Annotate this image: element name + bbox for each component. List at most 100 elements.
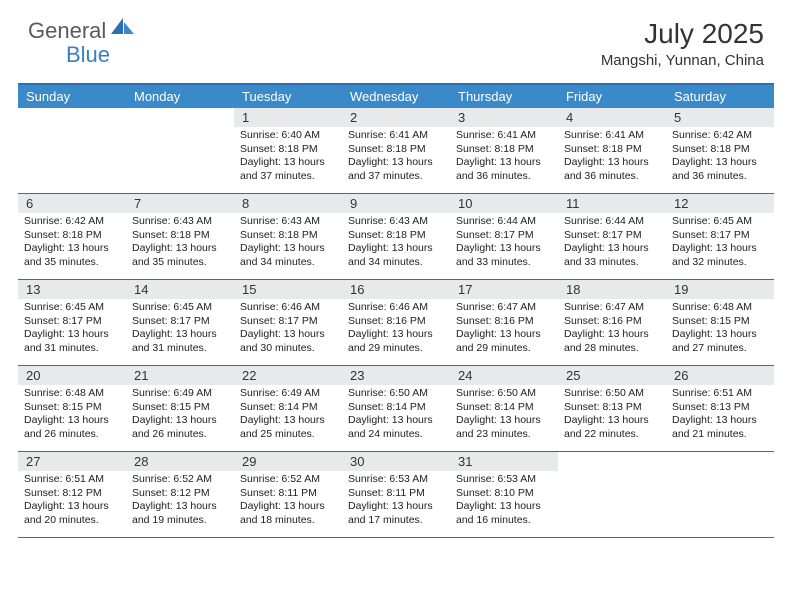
daylight-text: Daylight: 13 hours and 33 minutes. <box>456 242 552 269</box>
day-number: 28 <box>126 452 234 471</box>
daylight-text: Daylight: 13 hours and 34 minutes. <box>348 242 444 269</box>
day-number: 9 <box>342 194 450 213</box>
sunrise-text: Sunrise: 6:50 AM <box>456 387 552 401</box>
daylight-text: Daylight: 13 hours and 37 minutes. <box>348 156 444 183</box>
day-content <box>18 127 126 193</box>
daylight-text: Daylight: 13 hours and 22 minutes. <box>564 414 660 441</box>
daylight-text: Daylight: 13 hours and 24 minutes. <box>348 414 444 441</box>
sunrise-text: Sunrise: 6:50 AM <box>564 387 660 401</box>
sunrise-text: Sunrise: 6:43 AM <box>240 215 336 229</box>
daylight-text: Daylight: 13 hours and 36 minutes. <box>456 156 552 183</box>
sunrise-text: Sunrise: 6:45 AM <box>24 301 120 315</box>
sunrise-text: Sunrise: 6:48 AM <box>672 301 768 315</box>
daylight-text: Daylight: 13 hours and 33 minutes. <box>564 242 660 269</box>
day-content: Sunrise: 6:46 AMSunset: 8:16 PMDaylight:… <box>342 299 450 365</box>
sunrise-text: Sunrise: 6:50 AM <box>348 387 444 401</box>
day-content: Sunrise: 6:43 AMSunset: 8:18 PMDaylight:… <box>342 213 450 279</box>
daylight-text: Daylight: 13 hours and 26 minutes. <box>132 414 228 441</box>
week-row: 13141516171819Sunrise: 6:45 AMSunset: 8:… <box>18 280 774 366</box>
day-content <box>666 471 774 537</box>
day-content: Sunrise: 6:52 AMSunset: 8:11 PMDaylight:… <box>234 471 342 537</box>
day-number: 22 <box>234 366 342 385</box>
daylight-text: Daylight: 13 hours and 18 minutes. <box>240 500 336 527</box>
sunrise-text: Sunrise: 6:53 AM <box>348 473 444 487</box>
day-content: Sunrise: 6:46 AMSunset: 8:17 PMDaylight:… <box>234 299 342 365</box>
day-number: 6 <box>18 194 126 213</box>
sunset-text: Sunset: 8:12 PM <box>132 487 228 501</box>
day-content: Sunrise: 6:40 AMSunset: 8:18 PMDaylight:… <box>234 127 342 193</box>
logo: General Blue <box>28 18 138 44</box>
day-number <box>558 452 666 471</box>
daylight-text: Daylight: 13 hours and 28 minutes. <box>564 328 660 355</box>
day-number: 3 <box>450 108 558 127</box>
daylight-text: Daylight: 13 hours and 35 minutes. <box>24 242 120 269</box>
sunset-text: Sunset: 8:18 PM <box>348 229 444 243</box>
day-number: 30 <box>342 452 450 471</box>
sunset-text: Sunset: 8:17 PM <box>24 315 120 329</box>
day-content: Sunrise: 6:41 AMSunset: 8:18 PMDaylight:… <box>558 127 666 193</box>
sunrise-text: Sunrise: 6:47 AM <box>564 301 660 315</box>
day-content: Sunrise: 6:51 AMSunset: 8:12 PMDaylight:… <box>18 471 126 537</box>
week-row: 12345Sunrise: 6:40 AMSunset: 8:18 PMDayl… <box>18 108 774 194</box>
daylight-text: Daylight: 13 hours and 36 minutes. <box>564 156 660 183</box>
page-subtitle: Mangshi, Yunnan, China <box>601 52 764 69</box>
day-content: Sunrise: 6:44 AMSunset: 8:17 PMDaylight:… <box>558 213 666 279</box>
daylight-text: Daylight: 13 hours and 35 minutes. <box>132 242 228 269</box>
day-content: Sunrise: 6:41 AMSunset: 8:18 PMDaylight:… <box>342 127 450 193</box>
day-number: 4 <box>558 108 666 127</box>
sunset-text: Sunset: 8:18 PM <box>24 229 120 243</box>
sunset-text: Sunset: 8:15 PM <box>24 401 120 415</box>
sunset-text: Sunset: 8:15 PM <box>672 315 768 329</box>
day-number: 8 <box>234 194 342 213</box>
sunrise-text: Sunrise: 6:49 AM <box>240 387 336 401</box>
day-header: Sunday <box>18 85 126 108</box>
sunrise-text: Sunrise: 6:47 AM <box>456 301 552 315</box>
day-number: 1 <box>234 108 342 127</box>
sunrise-text: Sunrise: 6:43 AM <box>132 215 228 229</box>
day-number: 2 <box>342 108 450 127</box>
day-content: Sunrise: 6:49 AMSunset: 8:15 PMDaylight:… <box>126 385 234 451</box>
sunrise-text: Sunrise: 6:46 AM <box>240 301 336 315</box>
day-content: Sunrise: 6:48 AMSunset: 8:15 PMDaylight:… <box>18 385 126 451</box>
week-row: 6789101112Sunrise: 6:42 AMSunset: 8:18 P… <box>18 194 774 280</box>
sunset-text: Sunset: 8:13 PM <box>564 401 660 415</box>
day-content: Sunrise: 6:50 AMSunset: 8:14 PMDaylight:… <box>342 385 450 451</box>
day-number: 20 <box>18 366 126 385</box>
day-number: 13 <box>18 280 126 299</box>
daylight-text: Daylight: 13 hours and 32 minutes. <box>672 242 768 269</box>
sunset-text: Sunset: 8:18 PM <box>348 143 444 157</box>
daylight-text: Daylight: 13 hours and 34 minutes. <box>240 242 336 269</box>
day-number: 19 <box>666 280 774 299</box>
sunrise-text: Sunrise: 6:42 AM <box>672 129 768 143</box>
daylight-text: Daylight: 13 hours and 21 minutes. <box>672 414 768 441</box>
day-number: 18 <box>558 280 666 299</box>
sunrise-text: Sunrise: 6:48 AM <box>24 387 120 401</box>
day-number: 5 <box>666 108 774 127</box>
sunrise-text: Sunrise: 6:45 AM <box>672 215 768 229</box>
sunset-text: Sunset: 8:16 PM <box>348 315 444 329</box>
sunrise-text: Sunrise: 6:52 AM <box>132 473 228 487</box>
day-number: 31 <box>450 452 558 471</box>
daylight-text: Daylight: 13 hours and 27 minutes. <box>672 328 768 355</box>
sunset-text: Sunset: 8:17 PM <box>456 229 552 243</box>
sunrise-text: Sunrise: 6:44 AM <box>564 215 660 229</box>
logo-text-general: General <box>28 18 106 44</box>
day-content: Sunrise: 6:47 AMSunset: 8:16 PMDaylight:… <box>558 299 666 365</box>
logo-sail-icon <box>110 16 136 41</box>
day-content: Sunrise: 6:41 AMSunset: 8:18 PMDaylight:… <box>450 127 558 193</box>
daylight-text: Daylight: 13 hours and 37 minutes. <box>240 156 336 183</box>
sunset-text: Sunset: 8:14 PM <box>240 401 336 415</box>
sunrise-text: Sunrise: 6:46 AM <box>348 301 444 315</box>
day-content: Sunrise: 6:44 AMSunset: 8:17 PMDaylight:… <box>450 213 558 279</box>
day-number: 23 <box>342 366 450 385</box>
day-header: Thursday <box>450 85 558 108</box>
sunrise-text: Sunrise: 6:49 AM <box>132 387 228 401</box>
sunrise-text: Sunrise: 6:40 AM <box>240 129 336 143</box>
day-content: Sunrise: 6:43 AMSunset: 8:18 PMDaylight:… <box>126 213 234 279</box>
sunset-text: Sunset: 8:10 PM <box>456 487 552 501</box>
day-content: Sunrise: 6:42 AMSunset: 8:18 PMDaylight:… <box>18 213 126 279</box>
sunrise-text: Sunrise: 6:43 AM <box>348 215 444 229</box>
daylight-text: Daylight: 13 hours and 31 minutes. <box>24 328 120 355</box>
day-content: Sunrise: 6:53 AMSunset: 8:11 PMDaylight:… <box>342 471 450 537</box>
daylight-text: Daylight: 13 hours and 36 minutes. <box>672 156 768 183</box>
